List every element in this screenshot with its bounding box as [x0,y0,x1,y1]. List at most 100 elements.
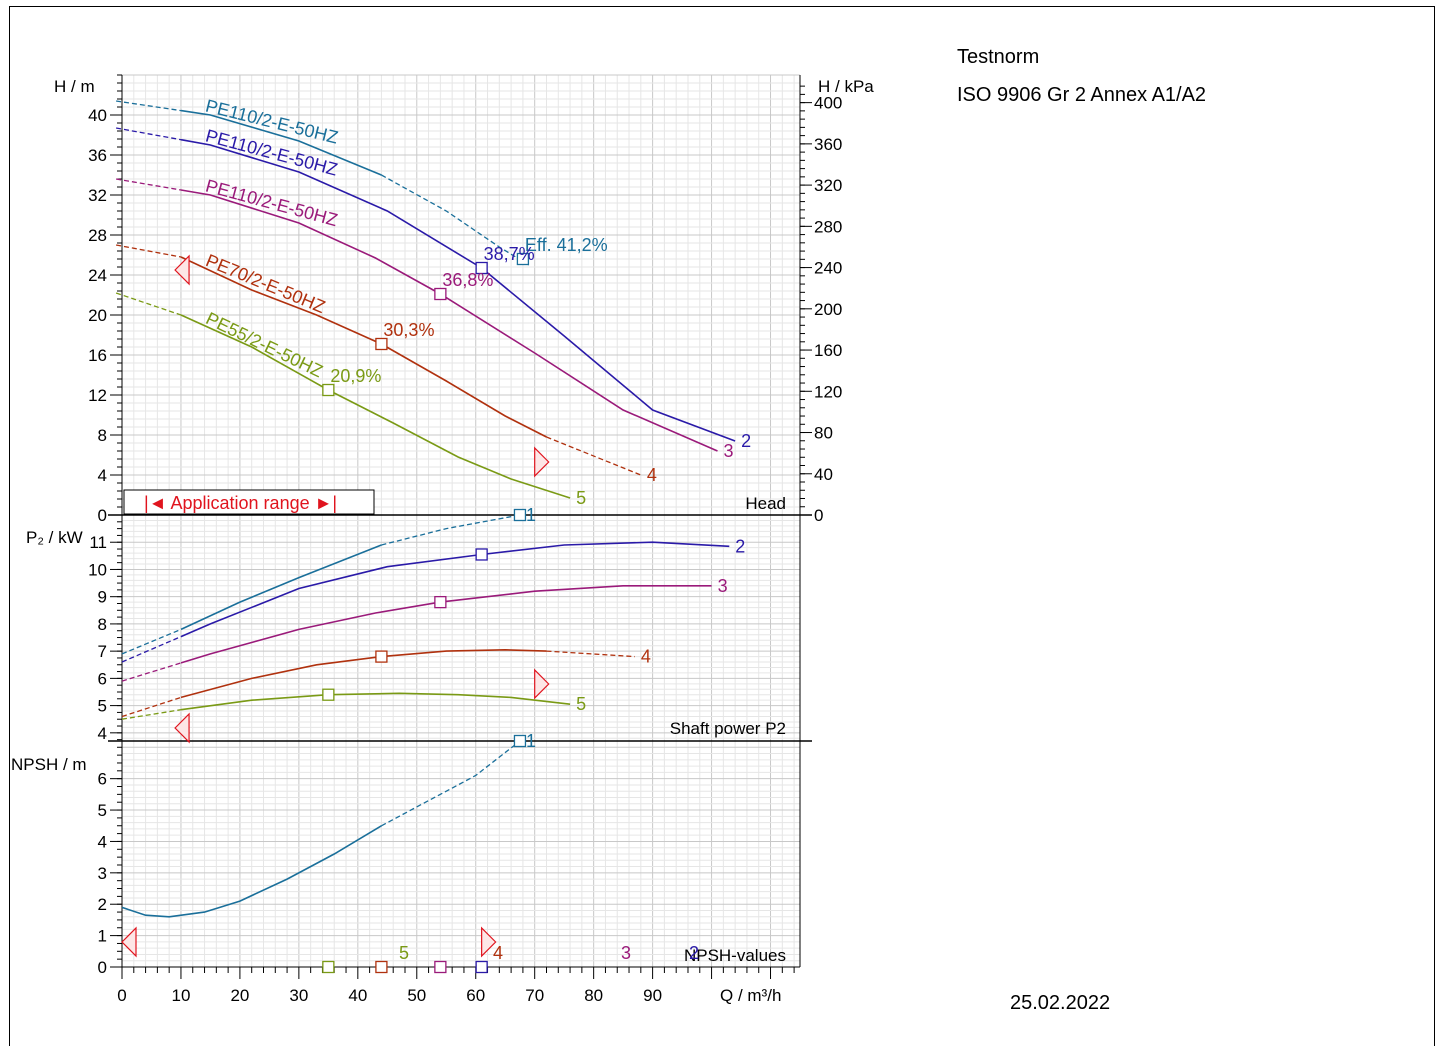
curve-end-label-4: 4 [641,647,651,667]
curve-solid-2 [180,138,736,442]
y-tick-label: 4 [98,832,107,851]
x-tick-label: 0 [117,986,126,1005]
efficiency-label-3: 36,8% [442,270,493,290]
range-start-marker-npsh [121,926,137,958]
head-y-label: H / m [54,77,95,96]
norm-name: ISO 9906 Gr 2 Annex A1/A2 [957,84,1207,106]
npsh-curve-label-3: 3 [621,943,631,963]
power-left-axis: 4 5 6 7 8 9 10 11 [88,514,122,743]
x-tick-label: 20 [230,986,249,1005]
power-panel-label: Shaft power P2 [670,719,786,738]
efficiency-label-2: 38,7% [484,244,535,264]
operating-point-5 [322,383,335,397]
operating-point-1 [513,734,527,748]
curve-solid-1 [180,544,382,631]
y-tick-label: 4 [98,466,107,485]
y-tick-label: 40 [88,106,107,125]
npsh-curves: 1 5 4 3 2 [121,731,699,974]
npsh-curve-label-2: 2 [689,943,699,963]
curve-dashed-5 [115,292,182,316]
npsh-left-axis: 0 1 2 3 4 5 6 [98,746,122,977]
curve-dashed-1 [381,174,530,266]
head-right-axis: 0 40 80 120 160 200 240 280 320 360 400 [800,85,842,525]
operating-point-1 [513,508,527,522]
curve-end-label-4: 4 [647,465,657,485]
curve-end-label-1: 1 [526,731,536,751]
curve-end-label-5: 5 [576,694,586,714]
y2-tick-label: 120 [814,382,842,401]
x-tick-label: 30 [289,986,308,1005]
operating-point-4 [375,650,388,663]
y-tick-label: 16 [88,346,107,365]
y2-tick-label: 400 [814,94,842,113]
curve-dashed-2 [121,636,182,663]
x-tick-label: 10 [171,986,190,1005]
operating-point-1 [516,252,530,266]
panel-frames [108,75,812,968]
y-tick-label: 3 [98,864,107,883]
npsh-curve-label-4: 4 [493,943,503,963]
grid [121,74,800,968]
range-start-marker-head [174,254,190,286]
npsh-zero-point-3 [434,960,447,974]
application-range-label: |◄ Application range ►| [144,493,337,513]
y-tick-label: 8 [98,426,107,445]
application-range: |◄ Application range ►| [123,489,375,515]
range-start-marker-power [174,712,190,744]
range-end-marker-head [534,446,550,478]
y-tick-label: 8 [98,615,107,634]
curve-dashed-1 [381,740,521,827]
npsh-panel-label: NPSH-values [684,946,786,965]
curve-dashed-5 [121,709,182,720]
y-tick-label: 10 [88,560,107,579]
npsh-zero-point-2 [475,960,488,974]
operating-point-3 [434,595,447,609]
x-axis: 0 10 20 30 40 50 60 70 80 90 Q / m³/h [117,967,795,1005]
range-end-marker-power [534,668,550,700]
x-tick-label: 80 [584,986,603,1005]
x-tick-label: 60 [466,986,485,1005]
curve-dashed-3 [121,662,182,682]
curve-solid-1 [121,825,382,918]
curve-end-label-1: 1 [526,505,536,525]
curve-dashed-2 [115,127,182,141]
y-tick-label: 24 [88,266,107,285]
npsh-zero-point-4 [375,960,388,974]
y-tick-label: 36 [88,146,107,165]
operating-point-2 [475,548,488,561]
curve-name-5: PE55/2-E-50HZ [203,308,326,381]
x-tick-label: 50 [407,986,426,1005]
y2-tick-label: 360 [814,135,842,154]
curve-dashed-3 [115,178,182,191]
y-tick-label: 0 [98,958,107,977]
curve-dashed-1 [116,100,182,112]
x-tick-label: 40 [348,986,367,1005]
range-end-marker-npsh [481,926,497,958]
curve-end-label-5: 5 [576,488,586,508]
head-y2-label: H / kPa [818,77,874,96]
y-tick-label: 1 [98,927,107,946]
norm-title: Testnorm [957,46,1040,68]
curve-solid-2 [180,541,730,638]
operating-point-4 [375,337,388,351]
y-tick-label: 12 [88,386,107,405]
page-frame [9,6,1435,1046]
efficiency-label-4: 30,3% [383,320,434,340]
curve-dashed-4 [546,436,642,476]
operating-point-3 [434,287,447,301]
curve-dashed-1 [381,514,521,546]
npsh-zero-point-5 [322,960,335,974]
x-tick-label: 70 [525,986,544,1005]
curve-solid-5 [180,314,571,499]
npsh-curve-label-5: 5 [399,943,409,963]
y-tick-label: 32 [88,186,107,205]
operating-point-2 [475,261,488,275]
curve-dashed-4 [121,696,182,718]
power-y-label: P₂ / kW [26,528,83,547]
y2-tick-label: 320 [814,176,842,195]
y-tick-label: 28 [88,226,107,245]
x-axis-label: Q / m³/h [720,986,781,1005]
